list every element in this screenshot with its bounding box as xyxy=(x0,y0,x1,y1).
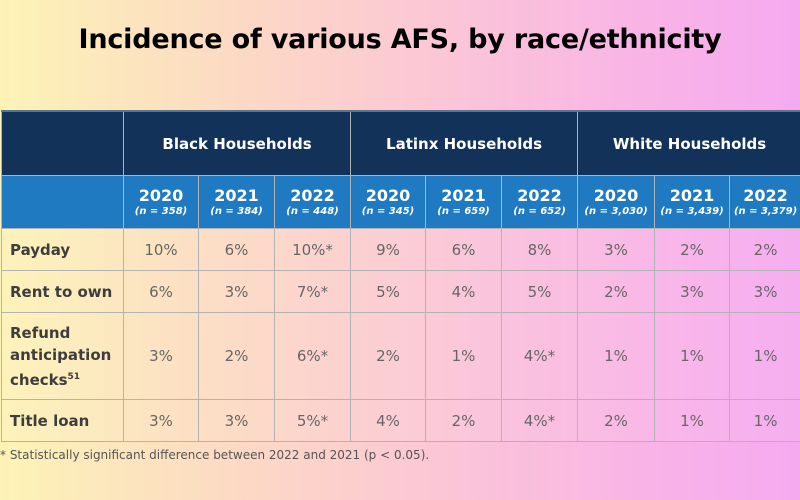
value-cell: 5%* xyxy=(273,399,352,442)
value-cell: 2% xyxy=(729,228,800,271)
corner-cell xyxy=(1,110,124,176)
value-cell: 4% xyxy=(350,399,427,442)
year-label: 2020 xyxy=(138,186,184,205)
value-cell: 6% xyxy=(198,228,275,271)
sample-size: (n = 345) xyxy=(361,206,415,217)
year-label: 2022 xyxy=(290,186,335,205)
group-header-row: Black Households Latinx Households White… xyxy=(1,110,800,176)
table-row: Title loan 3% 3% 5%* 4% 2% 4%* 2% 1% 1% xyxy=(1,399,800,442)
row-label: Title loan xyxy=(1,399,124,442)
value-cell: 3% xyxy=(198,270,275,313)
value-cell: 5% xyxy=(350,270,427,313)
value-cell: 4% xyxy=(425,270,503,313)
year-label: 2020 xyxy=(365,186,411,205)
value-cell: 3% xyxy=(729,270,800,313)
sample-size: (n = 3,439) xyxy=(660,206,724,217)
value-cell: 7%* xyxy=(273,270,352,313)
value-cell: 3% xyxy=(654,270,731,313)
year-label: 2021 xyxy=(214,186,259,205)
year-header: 2020 (n = 345) xyxy=(350,175,427,229)
year-header: 2022 (n = 448) xyxy=(273,175,352,229)
value-cell: 4%* xyxy=(501,399,579,442)
value-cell: 1% xyxy=(729,399,800,442)
year-header: 2022 (n = 652) xyxy=(501,175,579,229)
value-cell: 6%* xyxy=(273,312,352,400)
value-cell: 1% xyxy=(729,312,800,400)
year-label: 2022 xyxy=(517,186,562,205)
footnote-marker: 51 xyxy=(67,371,81,382)
year-label: 2021 xyxy=(441,186,486,205)
year-label: 2022 xyxy=(743,186,788,205)
sample-size: (n = 652) xyxy=(513,206,566,217)
row-label: Refund anticipation checks51 xyxy=(1,312,124,400)
corner-cell xyxy=(1,175,124,229)
value-cell: 2% xyxy=(350,312,427,400)
sample-size: (n = 3,379) xyxy=(733,206,798,217)
row-label: Payday xyxy=(1,228,124,271)
row-label-text: Rent to own xyxy=(10,282,113,301)
row-label-text: Title loan xyxy=(10,411,90,430)
sample-size: (n = 659) xyxy=(437,206,490,217)
value-cell: 3% xyxy=(198,399,275,442)
value-cell: 2% xyxy=(577,270,656,313)
value-cell: 1% xyxy=(425,312,503,400)
value-cell: 1% xyxy=(577,312,656,400)
year-header-row: 2020 (n = 358) 2021 (n = 384) 2022 (n = 448) 2… xyxy=(1,175,800,229)
year-header: 2021 (n = 659) xyxy=(425,175,503,229)
value-cell: 3% xyxy=(577,228,656,271)
year-header: 2021 (n = 384) xyxy=(198,175,275,229)
sample-size: (n = 448) xyxy=(286,206,339,217)
row-label-text: Refund anticipation checks xyxy=(10,323,112,389)
row-label: Rent to own xyxy=(1,270,124,313)
value-cell: 2% xyxy=(577,399,656,442)
year-label: 2020 xyxy=(593,186,639,205)
table-row: Payday 10% 6% 10%* 9% 6% 8% 3% 2% 2% xyxy=(1,228,800,271)
value-cell: 2% xyxy=(654,228,731,271)
table-row: Refund anticipation checks51 3% 2% 6%* 2% 1% 4… xyxy=(1,312,800,400)
year-label: 2021 xyxy=(669,186,715,205)
page-title: Incidence of various AFS, by race/ethnic… xyxy=(78,24,722,55)
value-cell: 8% xyxy=(501,228,579,271)
sample-size: (n = 384) xyxy=(210,206,263,217)
year-header: 2020 (n = 3,030) xyxy=(577,175,656,229)
group-header: Black Households xyxy=(122,110,352,176)
value-cell: 2% xyxy=(198,312,275,400)
value-cell: 6% xyxy=(425,228,503,271)
sample-size: (n = 3,030) xyxy=(584,206,648,217)
value-cell: 6% xyxy=(123,270,199,313)
sample-size: (n = 358) xyxy=(134,206,188,217)
value-cell: 10% xyxy=(123,228,199,271)
value-cell: 1% xyxy=(654,399,731,442)
group-header: Latinx Households xyxy=(350,110,579,176)
year-header: 2022 (n = 3,379) xyxy=(729,175,800,229)
row-label-text: Payday xyxy=(10,240,71,259)
value-cell: 4%* xyxy=(501,312,579,400)
value-cell: 3% xyxy=(123,312,199,400)
value-cell: 2% xyxy=(425,399,503,442)
value-cell: 5% xyxy=(501,270,579,313)
value-cell: 3% xyxy=(123,399,199,442)
group-header: White Households xyxy=(577,110,800,176)
value-cell: 10%* xyxy=(273,228,352,271)
table-row: Rent to own 6% 3% 7%* 5% 4% 5% 2% 3% 3% xyxy=(1,270,800,313)
value-cell: 9% xyxy=(350,228,427,271)
value-cell: 1% xyxy=(654,312,731,400)
year-header: 2020 (n = 358) xyxy=(123,175,199,229)
footnote: * Statistically significant difference b… xyxy=(0,448,430,462)
afs-table: Black Households Latinx Households White… xyxy=(1,110,800,442)
year-header: 2021 (n = 3,439) xyxy=(654,175,731,229)
